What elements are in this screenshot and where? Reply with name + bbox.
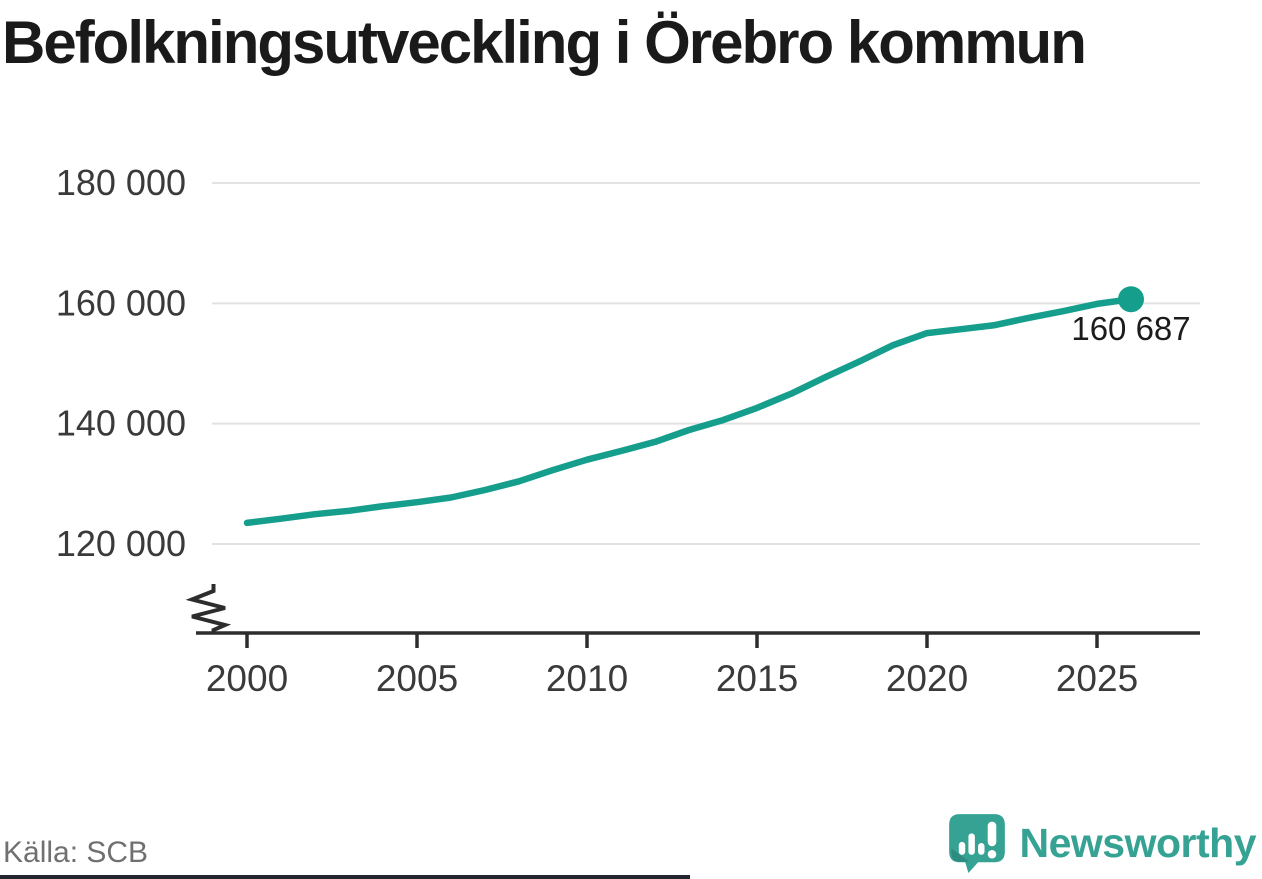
x-tick-label: 2010 [546, 658, 628, 699]
newsworthy-wordmark: Newsworthy [1019, 819, 1257, 866]
x-axis [196, 631, 1200, 648]
end-point-dot [1118, 286, 1144, 313]
footer-progress-bar [0, 875, 690, 879]
y-tick-label: 180 000 [56, 162, 186, 203]
data-series [243, 286, 1144, 527]
population-line [243, 295, 1135, 527]
axis-break-icon [185, 584, 232, 634]
x-tick-label: 2000 [206, 658, 288, 699]
end-value-label: 160 687 [1071, 310, 1190, 347]
chart-title: Befolkningsutveckling i Örebro kommun [2, 9, 1087, 76]
x-tick-label: 2020 [886, 658, 968, 699]
source-note: Källa: SCB [3, 836, 149, 869]
x-tick-label: 2005 [376, 658, 458, 699]
y-axis-tick-labels: 180 000 160 000 140 000 120 000 [56, 162, 186, 564]
x-axis-tick-labels: 2000 2005 2010 2015 2020 2025 [206, 658, 1138, 699]
newsworthy-speech-bubble-chart-icon [948, 814, 1005, 873]
y-tick-label: 140 000 [56, 403, 186, 444]
newsworthy-logo: Newsworthy [947, 813, 1257, 873]
x-tick-label: 2015 [716, 658, 798, 699]
y-tick-label: 120 000 [56, 523, 186, 564]
population-line-chart: 180 000 160 000 140 000 120 000 2000 2005 201… [56, 162, 1200, 699]
gridlines [212, 182, 1200, 545]
end-value-annotation: 160 687 [1071, 310, 1190, 347]
x-tick-label: 2025 [1056, 658, 1138, 699]
y-tick-label: 160 000 [56, 282, 186, 323]
